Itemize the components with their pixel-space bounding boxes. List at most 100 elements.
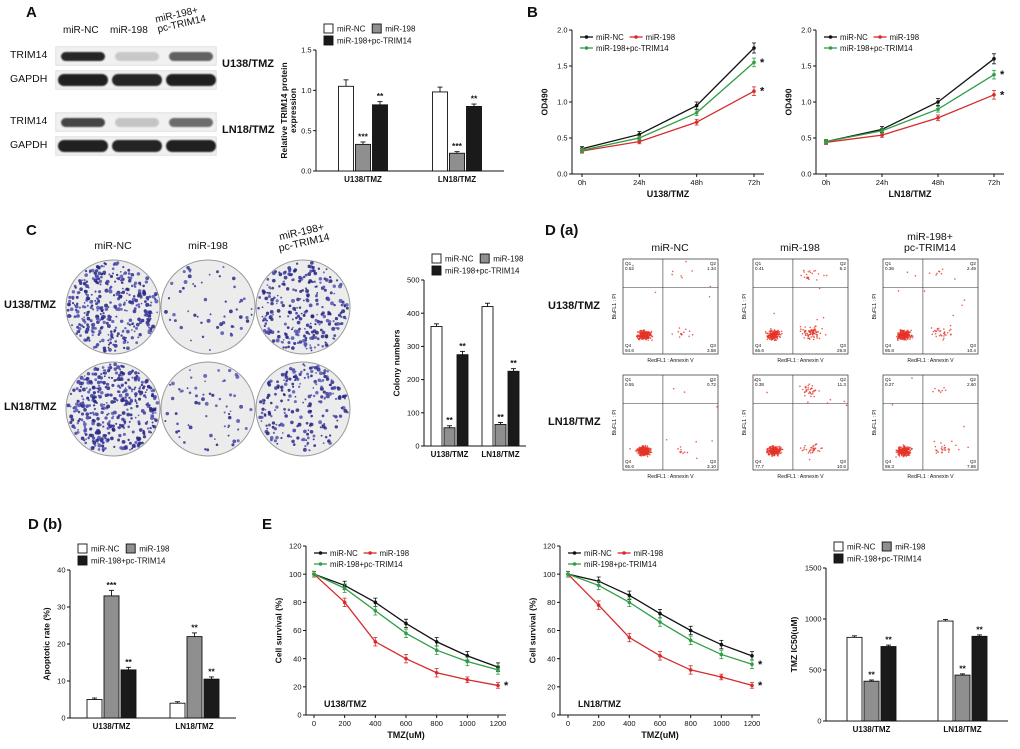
chart-trim14-expression: 0.0 0.5 1.0 1.5 Relative TRIM14 protein expre… — [279, 23, 504, 184]
blot-lane-label-198: miR-198 — [110, 25, 148, 36]
svg-text:BluFL1 : PI: BluFL1 : PI — [872, 294, 878, 320]
svg-text:1200: 1200 — [490, 719, 507, 728]
svg-text:expression: expression — [288, 88, 298, 133]
svg-text:200: 200 — [407, 375, 420, 384]
chart-tmz-ic50: 0 500 1000 1500 TMZ IC50(uM) ** ** U138/TMZ ** **… — [789, 541, 1008, 734]
svg-text:6.2: 6.2 — [840, 266, 847, 271]
svg-text:24h: 24h — [633, 178, 646, 187]
colony-plate-ln18-198 — [160, 361, 256, 457]
svg-text:LN18/TMZ: LN18/TMZ — [175, 722, 213, 731]
blot-lane-label-pc: miR-198+ pc-TRIM14 — [154, 5, 208, 36]
svg-text:0h: 0h — [578, 178, 586, 187]
svg-text:89.3: 89.3 — [885, 464, 894, 469]
svg-text:miR-198+pc-TRIM14: miR-198+pc-TRIM14 — [330, 560, 403, 569]
svg-text:1.5: 1.5 — [557, 62, 567, 71]
svg-text:Apoptotic rate (%): Apoptotic rate (%) — [42, 607, 52, 680]
blot-lane-label-nc: miR-NC — [63, 25, 99, 36]
svg-text:*: * — [1000, 69, 1005, 81]
cell-line-label-ln18-colony: LN18/TMZ — [4, 401, 57, 413]
svg-text:Q3: Q3 — [840, 343, 847, 348]
panel-b-label: B — [527, 4, 538, 21]
svg-text:10.4: 10.4 — [967, 348, 976, 353]
svg-text:BluFL1 : PI: BluFL1 : PI — [872, 410, 878, 436]
svg-text:20: 20 — [57, 640, 65, 649]
svg-text:miR-NC: miR-NC — [445, 255, 474, 264]
svg-text:BluFL1 : PI: BluFL1 : PI — [612, 294, 618, 320]
svg-text:500: 500 — [809, 666, 822, 675]
western-blot — [55, 46, 221, 204]
blot-band — [115, 117, 159, 127]
svg-text:Q4: Q4 — [625, 343, 632, 348]
svg-text:0.5: 0.5 — [557, 134, 567, 143]
svg-text:0h: 0h — [822, 178, 830, 187]
svg-text:Q1: Q1 — [755, 261, 762, 266]
svg-text:0.41: 0.41 — [755, 266, 764, 271]
svg-text:20: 20 — [293, 682, 301, 691]
svg-text:Q3: Q3 — [710, 343, 717, 348]
svg-text:miR-198: miR-198 — [646, 33, 675, 42]
svg-text:*: * — [504, 680, 509, 692]
svg-text:300: 300 — [407, 342, 420, 351]
svg-text:0.52: 0.52 — [625, 266, 634, 271]
colony-col-label-pc: miR-198+ pc-TRIM14 — [277, 221, 331, 255]
svg-text:Q2: Q2 — [970, 377, 977, 382]
panel-da-label: D (a) — [545, 222, 579, 239]
svg-text:BluFL1 : PI: BluFL1 : PI — [742, 410, 748, 436]
blot-band — [166, 140, 216, 152]
svg-text:2.0: 2.0 — [801, 26, 811, 35]
svg-text:10: 10 — [57, 677, 65, 686]
svg-text:100: 100 — [289, 570, 302, 579]
svg-text:2.0: 2.0 — [557, 26, 567, 35]
svg-text:*: * — [1000, 89, 1005, 101]
svg-text:1.5: 1.5 — [801, 62, 811, 71]
chart-colony-numbers: 0 100 200 300 400 500 Colony numbers ** ** U138/T… — [391, 253, 526, 459]
svg-text:***: *** — [107, 580, 118, 590]
colony-plate-u138-nc — [65, 259, 161, 355]
svg-text:100: 100 — [543, 570, 556, 579]
svg-text:48h: 48h — [690, 178, 703, 187]
svg-text:800: 800 — [430, 719, 443, 728]
svg-text:48h: 48h — [932, 178, 945, 187]
svg-text:Q2: Q2 — [970, 261, 977, 266]
chart-od490-u138: 0.0 0.5 1.0 1.5 2.0 OD490 0h 24h 48h 72h U138/TMZ *… — [539, 26, 765, 199]
svg-text:Q3: Q3 — [710, 459, 717, 464]
svg-text:miR-198+pc-TRIM14: miR-198+pc-TRIM14 — [847, 555, 922, 564]
cell-line-label-u138-colony: U138/TMZ — [4, 299, 56, 311]
svg-text:RedFL1 : Annexin V: RedFL1 : Annexin V — [907, 474, 954, 480]
svg-text:1.34: 1.34 — [707, 266, 716, 271]
panel-db-label: D (b) — [28, 516, 63, 533]
svg-text:**: ** — [976, 624, 983, 634]
colony-plate-u138-pc — [255, 259, 351, 355]
chart-od490-ln18: 0.0 0.5 1.0 1.5 2.0 OD490 0h 24h 48h 72h LN18/TMZ *… — [783, 26, 1005, 199]
svg-text:miR-198: miR-198 — [895, 543, 926, 552]
svg-text:72h: 72h — [988, 178, 1001, 187]
panel-a-label: A — [26, 4, 37, 21]
svg-text:miR-198+pc-TRIM14: miR-198+pc-TRIM14 — [840, 44, 913, 53]
svg-text:1000: 1000 — [713, 719, 730, 728]
svg-text:7.86: 7.86 — [967, 464, 976, 469]
cell-line-label-ln18-blot: LN18/TMZ — [222, 124, 275, 136]
svg-text:0.27: 0.27 — [885, 382, 894, 387]
blot-band — [112, 140, 162, 152]
svg-text:800: 800 — [684, 719, 697, 728]
svg-text:77.7: 77.7 — [755, 464, 764, 469]
svg-text:**: ** — [377, 91, 384, 101]
svg-text:Relative TRIM14 protein: Relative TRIM14 protein — [279, 62, 289, 158]
flow-col-label-198: miR-198 — [780, 242, 820, 254]
svg-text:0.0: 0.0 — [801, 170, 811, 179]
svg-text:20: 20 — [547, 682, 555, 691]
svg-text:40: 40 — [57, 566, 65, 575]
panel-e-label: E — [262, 516, 273, 533]
svg-text:10.6: 10.6 — [837, 464, 846, 469]
svg-text:1000: 1000 — [459, 719, 476, 728]
chart-survival-ln18: 0 20 40 60 80 100 120 Cell survival (%) 0 200 400 6… — [527, 542, 763, 740]
svg-text:80: 80 — [293, 598, 301, 607]
svg-text:Q4: Q4 — [755, 459, 762, 464]
svg-text:miR-NC: miR-NC — [596, 33, 624, 42]
svg-text:*: * — [758, 680, 763, 692]
blot-band — [58, 74, 108, 86]
svg-text:OD490: OD490 — [539, 88, 549, 115]
